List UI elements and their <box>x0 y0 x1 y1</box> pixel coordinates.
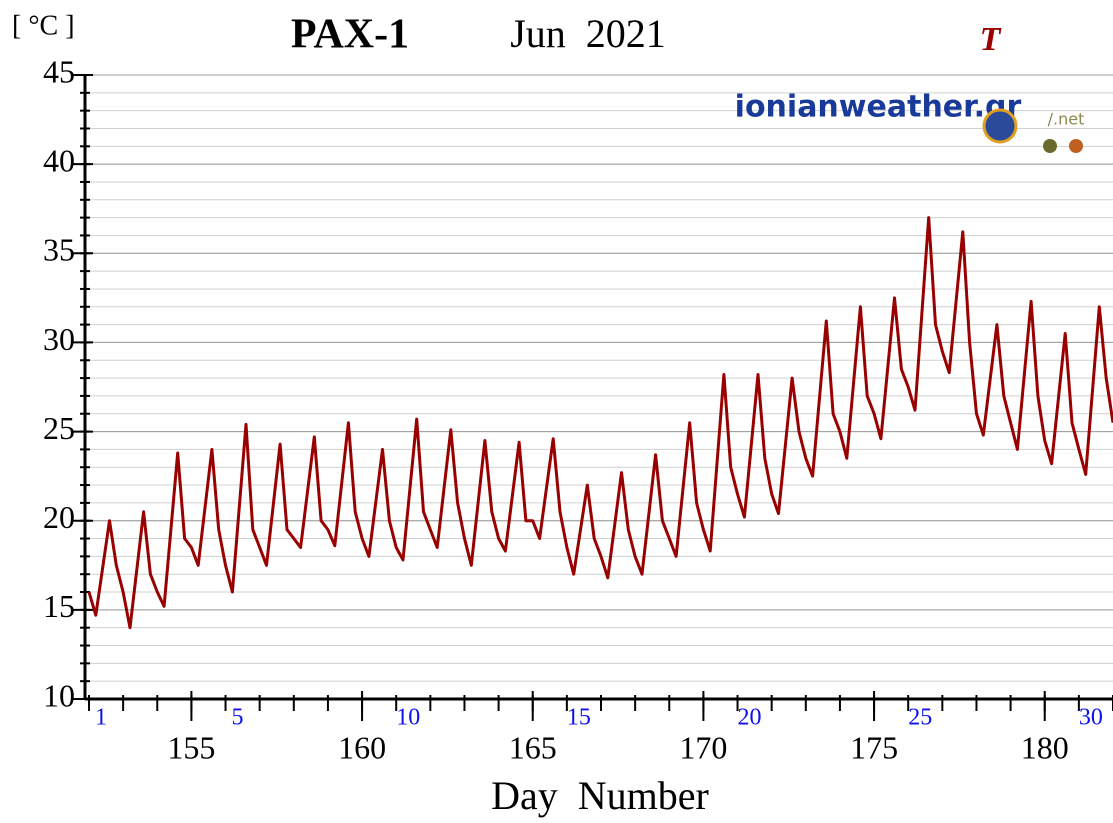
logo-dot <box>1043 139 1057 153</box>
day-of-month-label: 20 <box>738 705 762 731</box>
legend-entry: T <box>980 21 1002 58</box>
data-line <box>87 216 1113 630</box>
x-tick-label: 180 <box>1021 729 1069 765</box>
logo-dot <box>1069 139 1083 153</box>
day-of-month-label: 15 <box>567 705 591 731</box>
chart-subtitle: Jun 2021 <box>510 11 666 56</box>
y-tick-label: 30 <box>43 321 75 357</box>
day-of-month-label: 5 <box>232 705 244 731</box>
watermark-suffix: /.net <box>1048 110 1085 129</box>
day-of-month-label: 1 <box>95 705 107 731</box>
chart-title: PAX-1 <box>291 12 409 58</box>
watermark: ionianweather.gr /.net <box>735 90 1085 153</box>
x-tick-label: 160 <box>338 729 386 765</box>
watermark-text: ionianweather.gr <box>735 90 1022 125</box>
y-tick-label: 10 <box>43 677 75 713</box>
y-tick-label: 35 <box>43 232 75 268</box>
day-of-month-label: 25 <box>908 705 932 731</box>
y-unit: [ °C ] <box>12 10 75 41</box>
y-tick-label: 25 <box>43 410 75 446</box>
day-of-month-label: 10 <box>396 705 420 731</box>
day-of-month-label: 30 <box>1079 705 1103 731</box>
logo-globe <box>982 108 1018 144</box>
x-tick-label: 155 <box>167 729 215 765</box>
plot <box>87 216 1113 630</box>
y-tick-label: 45 <box>43 53 75 89</box>
x-tick-label: 175 <box>850 729 898 765</box>
x-axis-label: Day Number <box>491 773 709 818</box>
y-tick-label: 40 <box>43 142 75 178</box>
y-tick-label: 15 <box>43 588 75 624</box>
x-tick-label: 170 <box>679 729 727 765</box>
y-tick-label: 20 <box>43 499 75 535</box>
x-tick-label: 165 <box>509 729 557 765</box>
